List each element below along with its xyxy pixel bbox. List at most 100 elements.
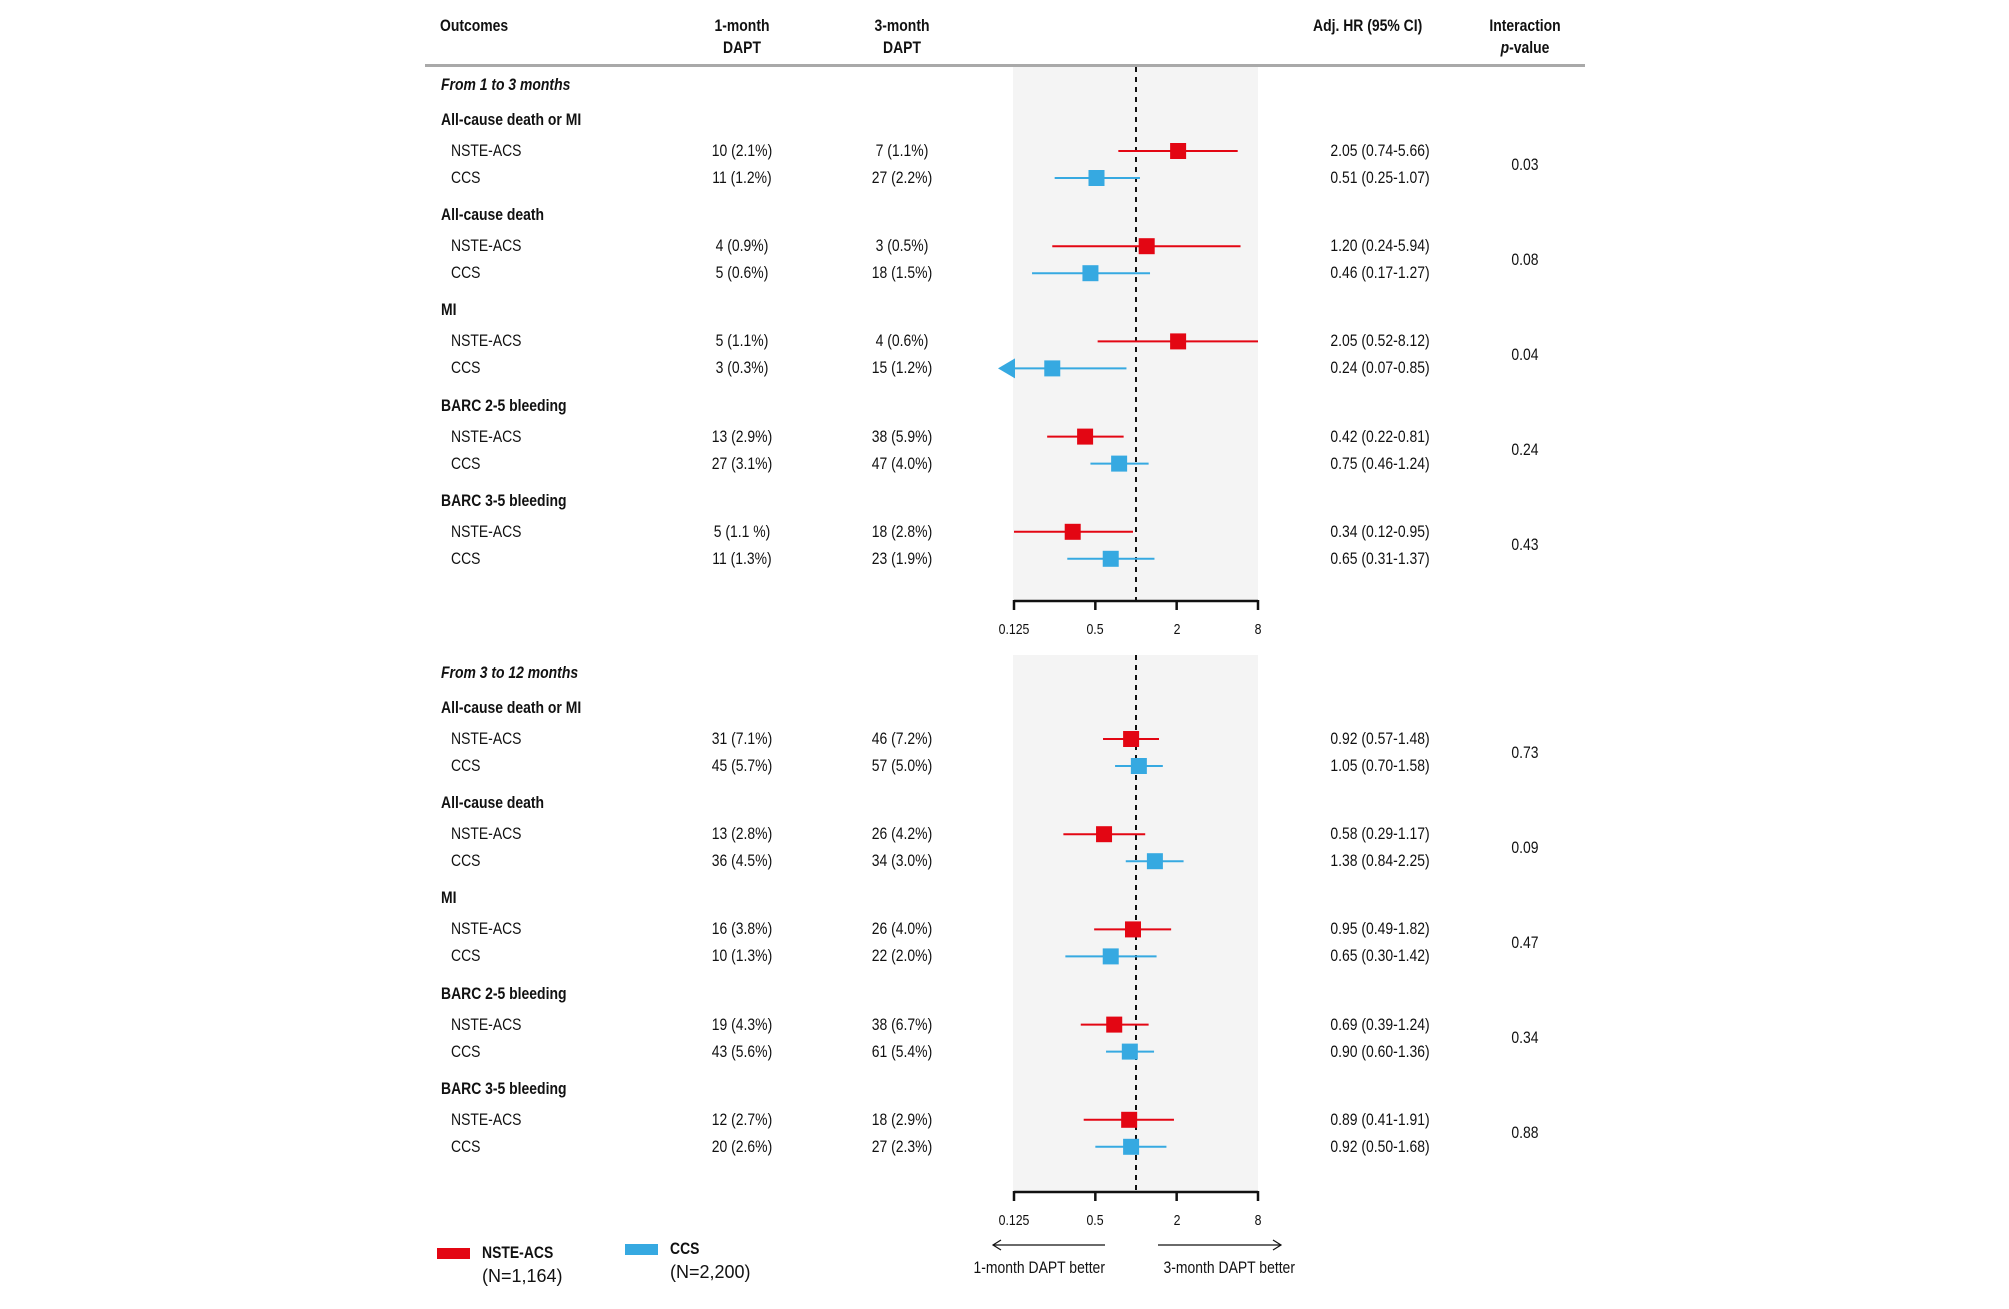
subgroup-label: NSTE-ACS	[451, 1014, 522, 1034]
events-1-month: 5 (1.1%)	[715, 331, 769, 351]
subgroup-label: CCS	[451, 453, 481, 473]
x-tick-label: 2	[1173, 621, 1181, 638]
subgroup-label: NSTE-ACS	[451, 919, 522, 939]
hr-marker	[1102, 948, 1119, 965]
hr-ci-label: 1.20 (0.24-5.94)	[1330, 236, 1430, 256]
hr-marker	[1082, 265, 1099, 282]
hr-ci-label: 0.65 (0.30-1.42)	[1330, 946, 1430, 966]
hr-marker	[1111, 455, 1128, 472]
outcome-heading: All-cause death or MI	[441, 110, 582, 129]
outcome-heading: BARC 2-5 bleeding	[441, 983, 567, 1003]
hr-marker	[1130, 758, 1147, 774]
events-1-month: 19 (4.3%)	[711, 1014, 773, 1034]
header-outcomes: Outcomes	[440, 16, 509, 35]
hr-ci-label: 0.46 (0.17-1.27)	[1330, 263, 1430, 283]
hr-ci-label: 0.69 (0.39-1.24)	[1330, 1014, 1430, 1034]
subgroup-label: NSTE-ACS	[451, 521, 522, 541]
hr-ci-label: 0.34 (0.12-0.95)	[1330, 521, 1430, 541]
subgroup-label: CCS	[451, 548, 481, 568]
events-3-month: 46 (7.2%)	[871, 729, 933, 748]
events-3-month: 47 (4.0%)	[871, 453, 933, 473]
section-title: From 1 to 3 months	[441, 75, 571, 94]
subgroup-label: CCS	[451, 1136, 481, 1156]
hr-ci-label: 0.51 (0.25-1.07)	[1330, 168, 1430, 187]
events-1-month: 27 (3.1%)	[711, 453, 773, 473]
x-tick-label: 8	[1254, 1212, 1262, 1229]
events-3-month: 26 (4.0%)	[871, 919, 933, 939]
subgroup-label: CCS	[451, 946, 481, 966]
events-3-month: 22 (2.0%)	[871, 946, 933, 966]
subgroup-label: CCS	[451, 756, 481, 775]
hr-marker	[1124, 921, 1141, 938]
hr-marker	[1044, 360, 1061, 377]
subgroup-label: CCS	[451, 168, 481, 187]
subgroup-label: NSTE-ACS	[451, 141, 522, 160]
x-tick-label: 8	[1254, 621, 1262, 638]
hr-ci-label: 0.75 (0.46-1.24)	[1330, 453, 1430, 473]
events-1-month: 4 (0.9%)	[715, 236, 769, 256]
events-3-month: 27 (2.3%)	[871, 1136, 933, 1156]
events-3-month: 34 (3.0%)	[871, 851, 933, 871]
events-3-month: 57 (5.0%)	[871, 756, 933, 775]
events-1-month: 45 (5.7%)	[711, 756, 773, 775]
x-tick-label: 0.5	[1086, 1212, 1104, 1229]
events-1-month: 31 (7.1%)	[711, 729, 773, 748]
hr-marker	[1077, 428, 1094, 445]
hr-marker	[1106, 1016, 1123, 1033]
legend-swatch-nste-acs	[437, 1248, 470, 1259]
hr-marker	[1123, 731, 1140, 747]
hr-ci-label: 2.05 (0.52-8.12)	[1330, 331, 1430, 351]
events-3-month: 4 (0.6%)	[875, 331, 929, 351]
header-interaction-line2: p-value	[1476, 38, 1574, 58]
header-1-month-line1: 1-month	[714, 16, 770, 35]
subgroup-label: CCS	[451, 263, 481, 283]
events-3-month: 15 (1.2%)	[871, 358, 933, 378]
events-1-month: 11 (1.2%)	[712, 168, 772, 187]
hr-ci-label: 0.42 (0.22-0.81)	[1330, 426, 1430, 446]
hr-marker	[1146, 853, 1163, 870]
events-1-month: 16 (3.8%)	[711, 919, 773, 939]
outcome-heading: All-cause death	[441, 205, 545, 225]
interaction-p-value: 0.04	[1511, 344, 1539, 364]
events-1-month: 20 (2.6%)	[711, 1136, 773, 1156]
section-title: From 3 to 12 months	[441, 663, 579, 682]
x-tick-label: 2	[1173, 1212, 1181, 1229]
events-3-month: 27 (2.2%)	[871, 168, 933, 187]
hr-marker	[1170, 143, 1187, 159]
interaction-p-value: 0.47	[1511, 932, 1539, 952]
left-arrow-head	[991, 1239, 1002, 1251]
hr-marker	[1170, 333, 1187, 350]
events-1-month: 10 (1.3%)	[711, 946, 773, 966]
hr-marker	[1102, 550, 1119, 567]
events-3-month: 3 (0.5%)	[875, 236, 929, 256]
interaction-p-value: 0.73	[1511, 742, 1539, 762]
header-adj-hr: Adj. HR (95% CI)	[1313, 16, 1423, 35]
right-caption: 3-month DAPT better	[1163, 1258, 1295, 1277]
hr-ci-label: 0.90 (0.60-1.36)	[1330, 1041, 1430, 1061]
hr-marker	[1088, 170, 1105, 186]
interaction-p-value: 0.88	[1511, 1123, 1539, 1143]
events-3-month: 18 (2.9%)	[871, 1109, 933, 1129]
header-3-month-line1: 3-month	[874, 16, 930, 35]
events-1-month: 10 (2.1%)	[711, 141, 773, 160]
legend-label-ccs: CCS	[670, 1239, 700, 1258]
events-1-month: 43 (5.6%)	[711, 1041, 773, 1061]
hr-ci-label: 0.92 (0.57-1.48)	[1330, 729, 1430, 748]
right-arrow-head	[1272, 1239, 1283, 1251]
subgroup-label: CCS	[451, 1041, 481, 1061]
outcome-heading: BARC 2-5 bleeding	[441, 395, 567, 415]
subgroup-label: NSTE-ACS	[451, 824, 522, 844]
x-tick-label: 0.125	[998, 621, 1030, 638]
header-divider	[425, 64, 1585, 67]
events-3-month: 18 (2.8%)	[871, 521, 933, 541]
events-3-month: 38 (5.9%)	[871, 426, 933, 446]
hr-ci-label: 0.89 (0.41-1.91)	[1330, 1109, 1430, 1129]
x-tick-label: 0.125	[998, 1212, 1030, 1229]
hr-marker	[1096, 826, 1113, 843]
subgroup-label: NSTE-ACS	[451, 236, 522, 256]
subgroup-label: NSTE-ACS	[451, 729, 522, 748]
interaction-p-value: 0.24	[1511, 440, 1539, 460]
legend-label-nste-acs: NSTE-ACS	[482, 1243, 554, 1262]
left-caption: 1-month DAPT better	[973, 1258, 1105, 1277]
events-1-month: 36 (4.5%)	[711, 851, 773, 871]
